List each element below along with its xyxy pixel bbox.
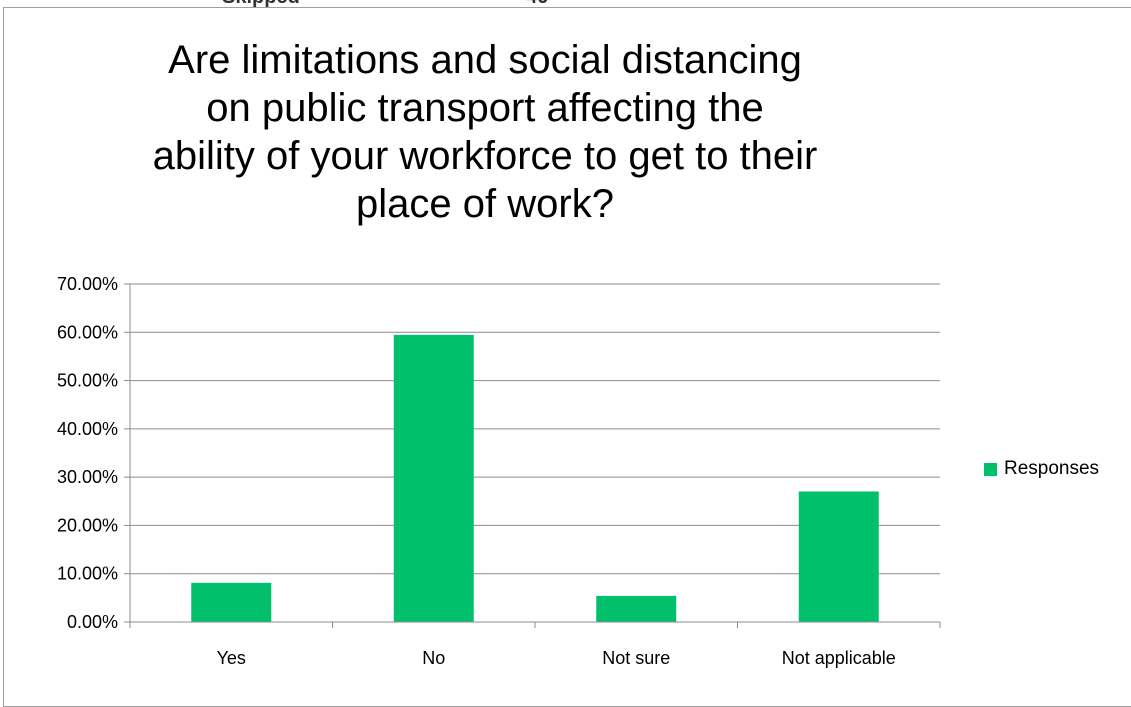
bars	[191, 334, 879, 622]
x-tick-label: Not applicable	[782, 648, 896, 668]
gridlines	[124, 283, 940, 623]
chart-title: Are limitations and social distancing on…	[152, 38, 818, 226]
bar-not-applicable	[798, 491, 879, 622]
legend-label: Responses	[1004, 458, 1100, 479]
skipped-row: Skipped 46	[0, 0, 1131, 9]
y-tick-label: 70.00%	[57, 274, 118, 294]
bar-not-sure	[596, 595, 677, 622]
legend-swatch	[984, 462, 997, 476]
y-tick-label: 20.00%	[57, 515, 118, 535]
y-tick-label: 0.00%	[67, 612, 118, 632]
bar-no	[393, 334, 474, 622]
x-tick-labels: Yes No Not sure Not applicable	[217, 648, 896, 668]
y-tick-label: 30.00%	[57, 467, 118, 487]
bar-chart: 0.00% 10.00% 20.00% 30.00% 40.00% 50.00% 60.00…	[57, 274, 941, 668]
x-tick-label: Not sure	[602, 648, 670, 668]
legend: Responses	[984, 458, 1099, 480]
y-tick-labels: 0.00% 10.00% 20.00% 30.00% 40.00% 50.00% 60.00…	[57, 274, 118, 632]
y-tick-label: 10.00%	[57, 564, 118, 584]
skipped-label: Skipped	[222, 0, 300, 9]
axes	[129, 284, 941, 628]
x-tick-label: No	[422, 648, 445, 668]
y-tick-label: 40.00%	[57, 419, 118, 439]
chart-frame	[3, 7, 1131, 707]
skipped-value: 46	[526, 0, 548, 9]
bar-yes	[191, 582, 272, 622]
x-tick-label: Yes	[217, 648, 246, 668]
y-tick-label: 60.00%	[57, 322, 118, 342]
y-tick-label: 50.00%	[57, 371, 118, 391]
